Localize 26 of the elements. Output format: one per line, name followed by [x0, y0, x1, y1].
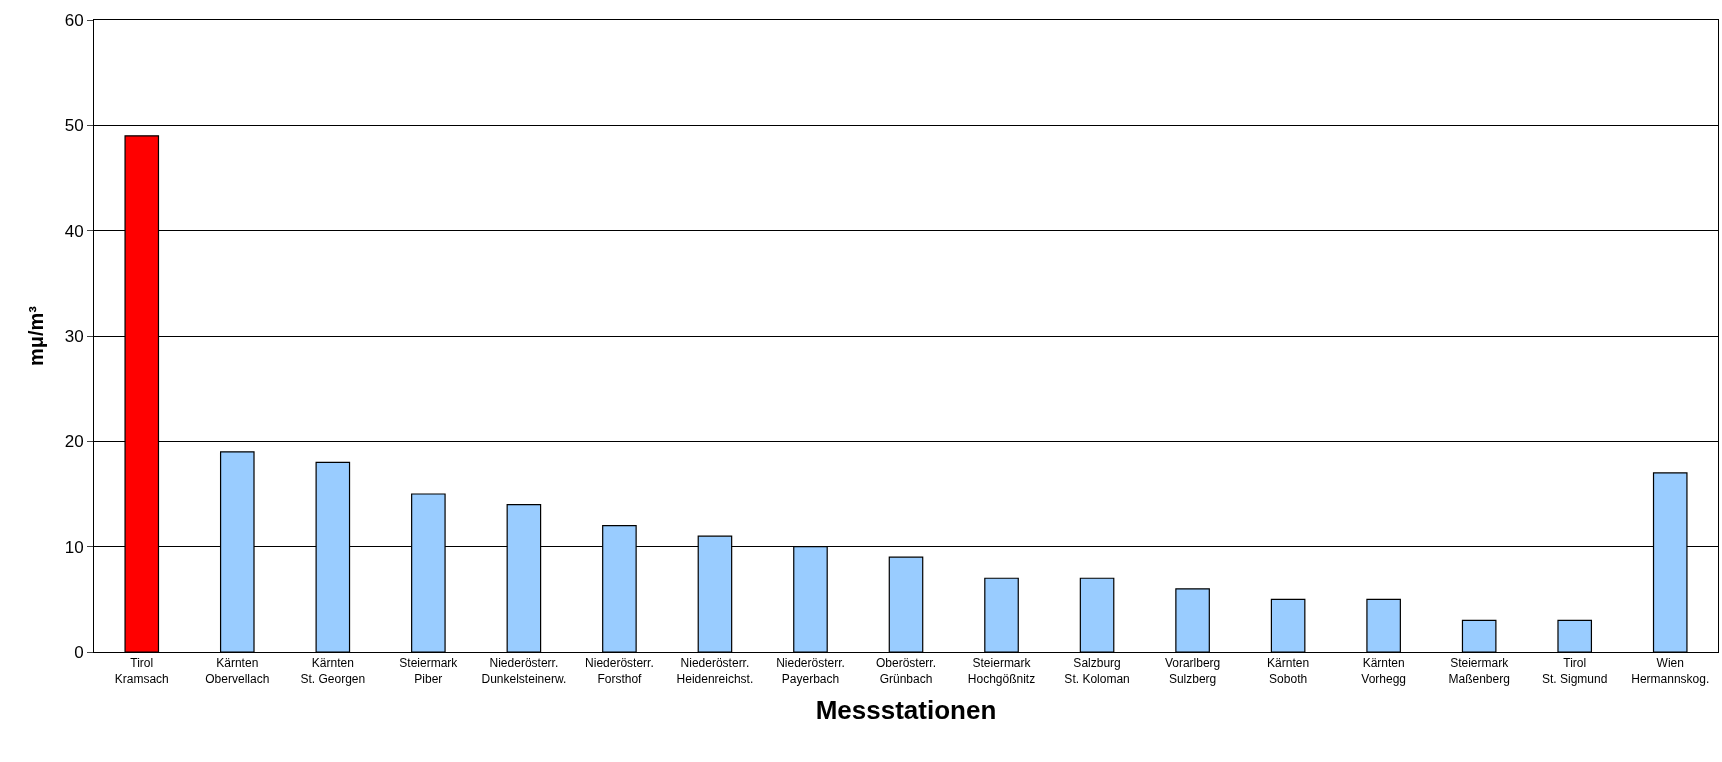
y-tick-label: 20 — [64, 432, 84, 452]
y-tick-label: 60 — [64, 10, 84, 30]
x-tick-label: Steiermark Hochgößnitz — [967, 656, 1036, 686]
x-tick-label: Niederösterr. Dunkelsteinerw. — [481, 656, 567, 686]
x-tick-label: Steiermark Piber — [399, 656, 459, 686]
x-tick-label: Oberösterr. Grünbach — [875, 656, 937, 686]
x-tick-label: Steiermark Maßenberg — [1448, 656, 1510, 686]
x-tick-label: Niederösterr. Payerbach — [776, 656, 845, 686]
y-tick-label: 0 — [74, 642, 84, 662]
y-tick-label: 10 — [64, 537, 84, 557]
y-tick-label: 40 — [64, 221, 84, 241]
x-tick-label: Vorarlberg Sulzberg — [1164, 656, 1221, 686]
x-tick-label: Kärnten Obervellach — [205, 656, 270, 686]
y-tick-label: 30 — [64, 326, 84, 346]
x-tick-label: Kärnten St. Georgen — [300, 656, 366, 686]
x-tick-label: Tirol Kramsach — [114, 656, 169, 686]
x-tick-label: Salzburg St. Koloman — [1064, 656, 1130, 686]
x-tick-label: Kärnten Soboth — [1267, 656, 1310, 686]
x-tick-label: Wien Hermannskog. — [1631, 656, 1710, 686]
y-axis-title: mμ/m³ — [25, 305, 48, 367]
y-tick-label: 50 — [64, 116, 84, 136]
x-tick-label: Tirol St. Sigmund — [1542, 656, 1608, 686]
x-tick-label: Kärnten Vorhegg — [1361, 656, 1407, 686]
x-tick-label: Niederösterr. Heidenreichst. — [676, 656, 754, 686]
x-axis-title: Messstationen — [815, 694, 997, 725]
x-tick-label: Niederösterr. Forsthof — [585, 656, 654, 686]
